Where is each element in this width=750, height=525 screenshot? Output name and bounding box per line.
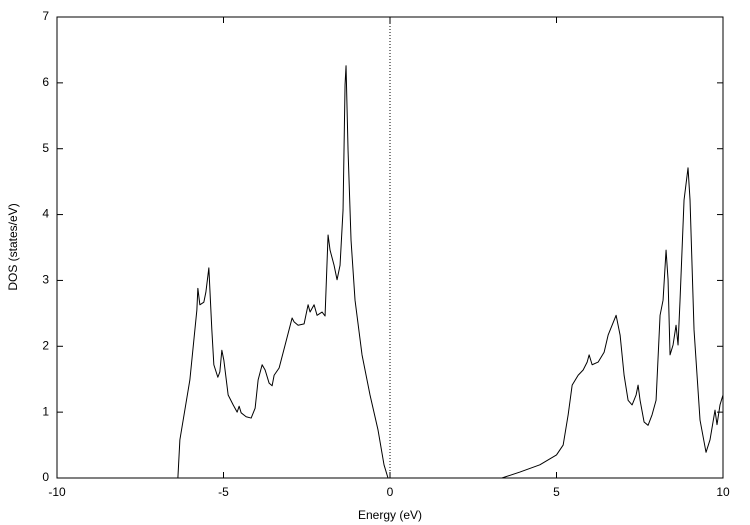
y-tick-label: 1 bbox=[42, 404, 49, 418]
x-tick-label: -5 bbox=[218, 485, 229, 499]
y-tick-label: 7 bbox=[42, 9, 49, 23]
y-tick-label: 2 bbox=[42, 338, 49, 352]
x-tick-label: 0 bbox=[387, 485, 394, 499]
x-tick-label: 10 bbox=[716, 485, 730, 499]
x-axis-label: Energy (eV) bbox=[358, 508, 422, 522]
y-tick-label: 4 bbox=[42, 207, 49, 221]
x-tick-label: 5 bbox=[553, 485, 560, 499]
x-tick-label: -10 bbox=[48, 485, 66, 499]
y-tick-label: 6 bbox=[42, 75, 49, 89]
y-tick-label: 3 bbox=[42, 273, 49, 287]
dos-line bbox=[57, 65, 724, 479]
y-tick-label: 5 bbox=[42, 141, 49, 155]
y-tick-label: 0 bbox=[42, 470, 49, 484]
y-axis-label: DOS (states/eV) bbox=[6, 203, 20, 290]
